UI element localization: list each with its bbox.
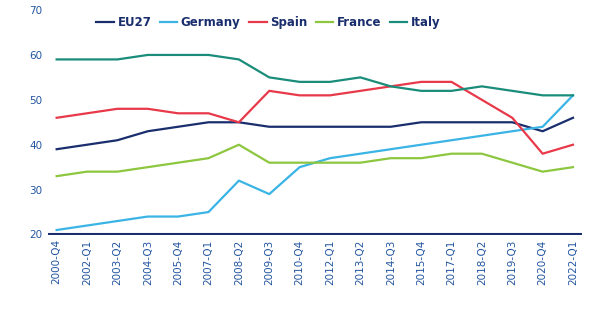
France bbox=[387, 156, 394, 160]
Line: Germany: Germany bbox=[56, 95, 573, 230]
Line: EU27: EU27 bbox=[56, 118, 573, 149]
France bbox=[175, 161, 182, 165]
France bbox=[478, 152, 485, 156]
Spain bbox=[205, 111, 212, 115]
Spain bbox=[235, 120, 242, 124]
Italy bbox=[114, 57, 121, 61]
Germany bbox=[508, 129, 516, 133]
Line: Spain: Spain bbox=[56, 82, 573, 154]
Spain bbox=[144, 107, 151, 111]
EU27 bbox=[205, 120, 212, 124]
Italy bbox=[235, 57, 242, 61]
EU27 bbox=[327, 125, 334, 129]
Line: Italy: Italy bbox=[56, 55, 573, 95]
Germany bbox=[478, 134, 485, 138]
EU27 bbox=[570, 116, 577, 120]
France bbox=[327, 161, 334, 165]
Italy bbox=[266, 75, 273, 79]
EU27 bbox=[508, 120, 516, 124]
Italy bbox=[448, 89, 455, 93]
Spain bbox=[114, 107, 121, 111]
Italy bbox=[478, 84, 485, 88]
Italy bbox=[508, 89, 516, 93]
EU27 bbox=[296, 125, 303, 129]
EU27 bbox=[114, 138, 121, 142]
Germany bbox=[539, 125, 546, 129]
EU27 bbox=[418, 120, 425, 124]
Germany bbox=[448, 138, 455, 142]
Spain bbox=[175, 111, 182, 115]
Legend: EU27, Germany, Spain, France, Italy: EU27, Germany, Spain, France, Italy bbox=[96, 16, 441, 29]
EU27 bbox=[53, 147, 60, 151]
Germany bbox=[144, 214, 151, 218]
Spain bbox=[296, 93, 303, 97]
EU27 bbox=[266, 125, 273, 129]
Italy bbox=[296, 80, 303, 84]
Germany bbox=[53, 228, 60, 232]
Italy bbox=[570, 93, 577, 97]
Italy bbox=[175, 53, 182, 57]
France bbox=[448, 152, 455, 156]
EU27 bbox=[144, 129, 151, 133]
Germany bbox=[327, 156, 334, 160]
France bbox=[357, 161, 364, 165]
Spain bbox=[508, 116, 516, 120]
Germany bbox=[357, 152, 364, 156]
France bbox=[205, 156, 212, 160]
France bbox=[266, 161, 273, 165]
Germany bbox=[235, 179, 242, 183]
France bbox=[83, 170, 90, 174]
Germany bbox=[387, 147, 394, 151]
Spain bbox=[83, 111, 90, 115]
EU27 bbox=[478, 120, 485, 124]
Italy bbox=[53, 57, 60, 61]
Spain bbox=[266, 89, 273, 93]
France bbox=[114, 170, 121, 174]
Germany bbox=[83, 223, 90, 227]
Spain bbox=[478, 98, 485, 102]
Italy bbox=[387, 84, 394, 88]
Italy bbox=[327, 80, 334, 84]
Germany bbox=[205, 210, 212, 214]
France bbox=[418, 156, 425, 160]
Germany bbox=[266, 192, 273, 196]
France bbox=[53, 174, 60, 178]
Italy bbox=[205, 53, 212, 57]
Spain bbox=[570, 143, 577, 147]
Italy bbox=[144, 53, 151, 57]
Spain bbox=[448, 80, 455, 84]
Spain bbox=[418, 80, 425, 84]
EU27 bbox=[83, 143, 90, 147]
Spain bbox=[387, 84, 394, 88]
Spain bbox=[53, 116, 60, 120]
Spain bbox=[327, 93, 334, 97]
France bbox=[570, 165, 577, 169]
EU27 bbox=[357, 125, 364, 129]
Italy bbox=[83, 57, 90, 61]
EU27 bbox=[175, 125, 182, 129]
France bbox=[235, 143, 242, 147]
Germany bbox=[418, 143, 425, 147]
Italy bbox=[418, 89, 425, 93]
Germany bbox=[570, 93, 577, 97]
France bbox=[296, 161, 303, 165]
EU27 bbox=[448, 120, 455, 124]
EU27 bbox=[539, 129, 546, 133]
Germany bbox=[175, 214, 182, 218]
Italy bbox=[357, 75, 364, 79]
EU27 bbox=[235, 120, 242, 124]
Italy bbox=[539, 93, 546, 97]
EU27 bbox=[387, 125, 394, 129]
France bbox=[508, 161, 516, 165]
France bbox=[144, 165, 151, 169]
Spain bbox=[539, 152, 546, 156]
France bbox=[539, 170, 546, 174]
Germany bbox=[296, 165, 303, 169]
Spain bbox=[357, 89, 364, 93]
Line: France: France bbox=[56, 145, 573, 176]
Germany bbox=[114, 219, 121, 223]
